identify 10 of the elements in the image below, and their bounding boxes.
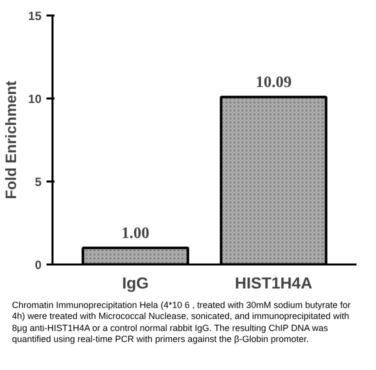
x-tick-label: HIST1H4A: [234, 276, 313, 292]
y-tick-label: 5: [34, 175, 42, 189]
data-label: 1.00: [121, 224, 150, 242]
y-tick-label: 0: [34, 258, 42, 272]
y-tick-label: 15: [28, 9, 42, 23]
data-label: 10.09: [256, 74, 292, 92]
y-axis-title: Fold Enrichment: [3, 80, 20, 200]
x-tick-label: IgG: [122, 276, 149, 292]
y-tick-label: 10: [28, 92, 42, 106]
text: Chromatin Immunoprecipitation Hela (4*10 6 , treated with 30mM sodium butyrate for 4h) were treated with Micrococcal Nuclease, sonicated, and immunoprecipitated with 8μg anti-HIST1H4A or a control normal rabbit IgG. The resulting ChIP DNA was quantified using real-time PCR with primers against the β-Globin promoter.: [12, 300, 352, 345]
